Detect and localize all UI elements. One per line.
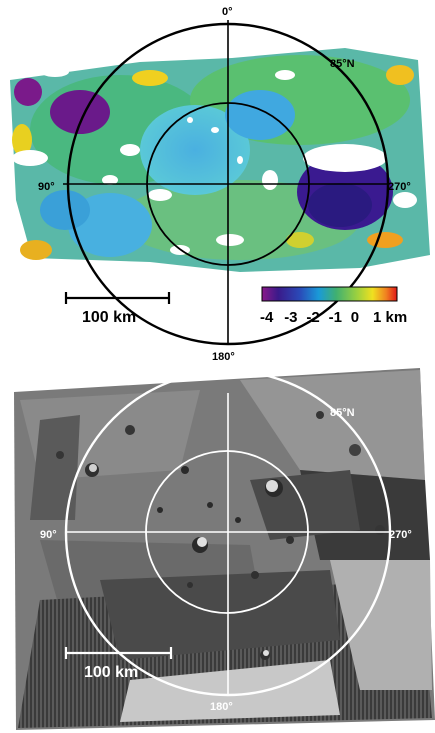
label-90deg: 90°: [38, 181, 55, 193]
colorbar: -4 -3 -2 -1 0 1 km: [260, 286, 407, 326]
highland: [20, 240, 52, 260]
label-180deg: 180°: [212, 351, 235, 363]
label-85n: 85°N: [330, 58, 355, 70]
colorbar-tick-label: -1: [329, 309, 342, 326]
terrain-lowland: [225, 90, 295, 140]
deep-crater: [50, 90, 110, 134]
bright-region: [120, 660, 340, 722]
bright-region: [330, 560, 432, 690]
colorbar-ticks: -4 -3 -2 -1 0 1 km: [260, 309, 407, 326]
terrain-lowland: [40, 190, 90, 230]
shadow-region: [30, 415, 80, 520]
colorbar-tick-label: 0: [351, 309, 359, 326]
shadow-region: [250, 470, 360, 540]
deep-crater: [308, 183, 372, 227]
grayscale-image: 85°N 90° 270° 180° 100 km: [14, 368, 435, 730]
scale-bar: 100 km: [64, 292, 171, 326]
label-0deg: 0°: [222, 6, 233, 18]
elevation-map: 0° 85°N 90° 270° 180° 100 km -4 -3 -2 -1 0 1 …: [10, 6, 430, 363]
label-180deg: 180°: [210, 701, 233, 713]
colorbar-tick-label: -3: [284, 309, 297, 326]
colorbar-tick-label: -2: [306, 309, 319, 326]
colorbar-tick-label: -4: [260, 309, 274, 326]
label-90deg: 90°: [40, 529, 57, 541]
label-270deg: 270°: [389, 529, 412, 541]
highland: [367, 232, 403, 248]
highland: [386, 65, 414, 85]
highland: [286, 232, 314, 248]
colorbar-tick-label: 1 km: [373, 309, 407, 326]
scale-label: 100 km: [82, 309, 136, 326]
terrain-lowland: [140, 105, 250, 195]
label-85n: 85°N: [330, 407, 355, 419]
highland: [12, 124, 32, 156]
highland: [132, 70, 168, 86]
scale-label: 100 km: [84, 664, 138, 681]
terrain-tone: [240, 370, 425, 480]
scale-bar: 100 km: [64, 647, 173, 681]
craters: [56, 411, 385, 660]
label-270deg: 270°: [388, 181, 411, 193]
deep-crater: [14, 78, 42, 106]
no-data-patches: [12, 67, 417, 255]
